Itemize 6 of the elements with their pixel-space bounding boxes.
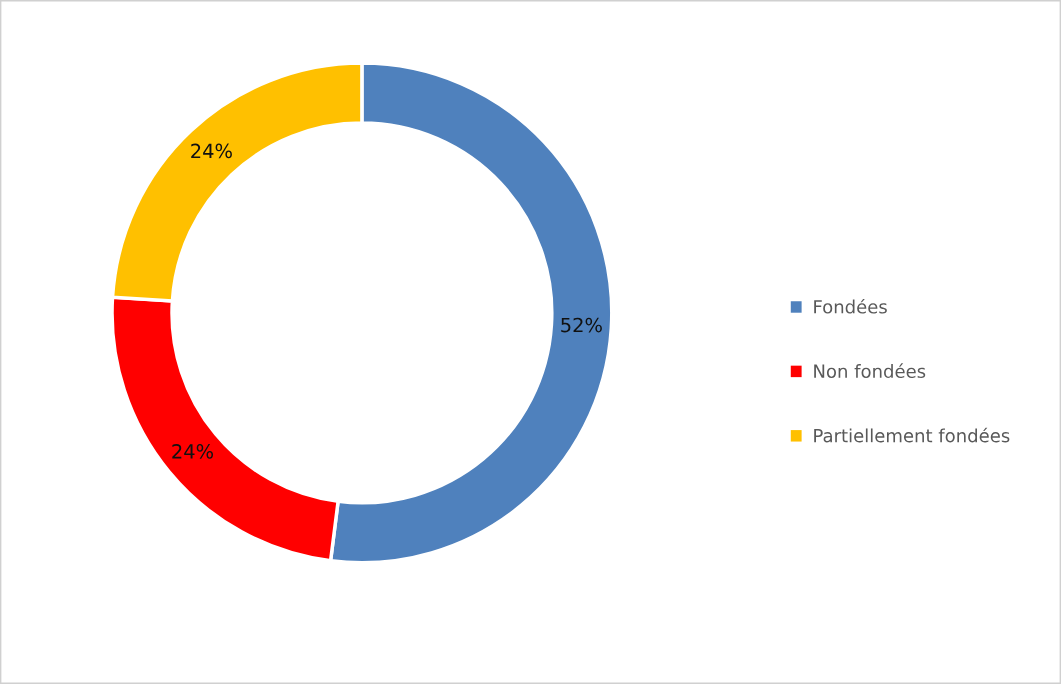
legend-label: Partiellement fondées xyxy=(814,427,1010,443)
legend-label: Non fondées xyxy=(814,363,926,379)
data-label: 24% xyxy=(172,444,214,459)
data-label: 24% xyxy=(191,143,232,159)
legend-label: Fondées xyxy=(814,298,887,314)
data-label: 52% xyxy=(561,317,602,333)
